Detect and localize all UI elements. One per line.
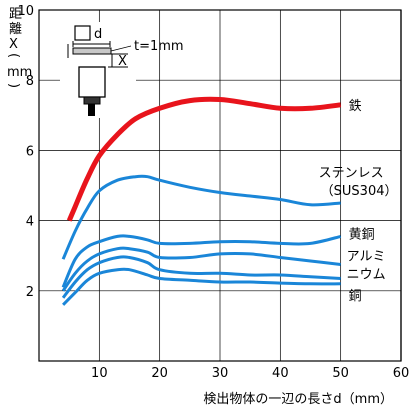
series-label: （SUS304） [321,184,398,199]
series-line [61,234,342,288]
x-label: X [118,54,127,69]
t-label: t=1mm [134,39,184,54]
series-curves [61,96,342,306]
y-axis-label-char: 離 [9,22,22,37]
series-label: ステンレス [319,166,384,181]
sensor-body [78,66,106,98]
y-axis-label-char: 距 [9,7,22,22]
sensor-inset-diagram: d t=1mm X [60,22,184,118]
series-line [61,174,341,260]
y-tick-label: 4 [26,215,34,230]
series-label: 銅 [349,289,362,304]
sensor-head [83,96,101,105]
series-label: ニウム [347,267,386,282]
y-tick-label: 8 [26,74,34,89]
series-line [66,96,341,222]
t-leader-line [110,45,132,52]
x-tick-label: 40 [272,366,289,381]
x-tick-label: 10 [91,366,108,381]
y-axis-label-char: X [9,37,18,52]
y-tick-label: 2 [26,285,34,300]
y-axis-label-char: mm [7,65,32,80]
y-axis-label-char: ( [6,53,21,58]
object-square [74,25,91,41]
y-tick-label: 10 [17,4,34,19]
chart-grid [38,9,402,362]
series-label: 黄銅 [349,227,375,242]
target-plate [72,47,112,55]
x-tick-label: 60 [393,366,410,381]
y-axis-label-char: ) [6,83,21,88]
x-tick-label: 50 [332,366,349,381]
x-tick-label: 30 [212,366,229,381]
series-label: 鉄 [349,99,362,114]
series-label: アルミ [347,249,386,264]
sensor-cable [88,104,95,116]
x-tick-label: 20 [151,366,168,381]
y-tick-labels: 2 4 6 8 10 [17,4,34,300]
series-line [61,255,341,299]
y-axis-label: 距 離 X ( mm ) [6,7,32,88]
x-tick-labels: 10 20 30 40 50 60 [91,366,409,381]
series-line [61,246,341,292]
y-tick-label: 6 [26,144,34,159]
series-labels: 鉄 ステンレス （SUS304） 黄銅 アルミ ニウム 銅 [319,99,398,304]
x-axis-label: 検出物体の一辺の長さd（mm） [203,392,393,407]
d-label: d [94,27,102,42]
series-line [62,267,341,306]
